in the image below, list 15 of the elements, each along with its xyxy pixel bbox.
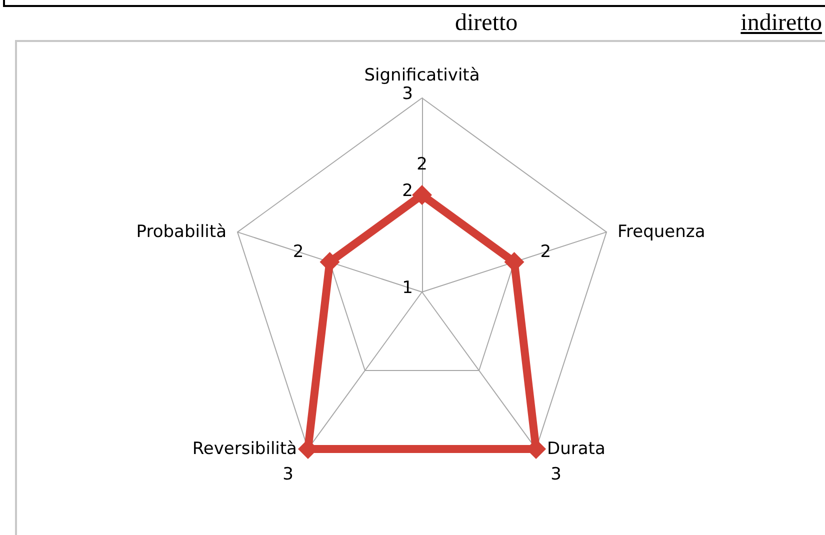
data-label: 2 [292,242,304,262]
spoke-label: Significatività [364,66,480,86]
y-tick-label: 2 [402,181,413,201]
data-label: 3 [282,464,294,484]
spoke-label: Probabilità [136,222,226,242]
y-tick-label: 3 [402,84,413,104]
data-label: 2 [416,154,428,174]
data-label: 2 [540,242,552,262]
data-label: 3 [550,464,562,484]
y-tick-label: 1 [402,278,413,298]
spoke-label: Frequenza [618,222,706,242]
spoke-label: Reversibilità [192,438,297,459]
text: diretto [455,9,518,37]
spoke-label: Durata [547,438,606,459]
text: indiretto [740,9,822,37]
